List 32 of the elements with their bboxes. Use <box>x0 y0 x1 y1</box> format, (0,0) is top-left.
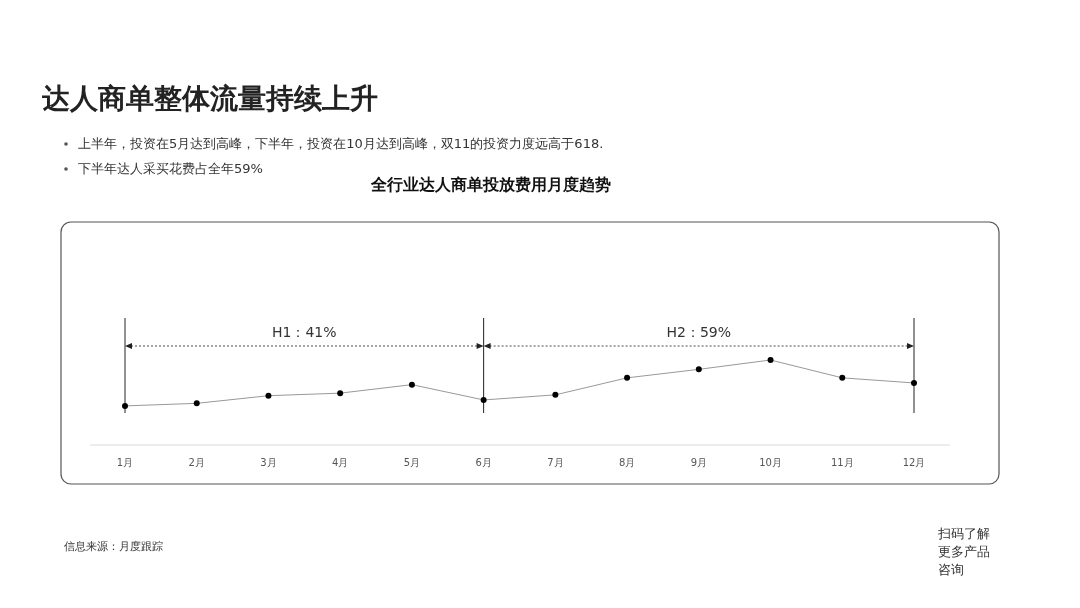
chart-title: 全行业达人商单投放费用月度趋势 <box>370 175 611 194</box>
x-tick-label: 2月 <box>188 457 205 468</box>
x-tick-label: 8月 <box>618 457 636 468</box>
point <box>552 391 559 398</box>
text: 上半年，投资在5月达到高峰，下半年，投资在10月达到高峰，双11的投资力度远高于618. <box>78 136 604 151</box>
text: H2：59% <box>666 324 732 340</box>
point <box>767 357 774 363</box>
x-tick-label: 5月 <box>403 457 421 468</box>
x-tick-label: 11月 <box>830 457 854 468</box>
text: H1：41% <box>272 324 337 340</box>
point <box>337 390 344 397</box>
point <box>193 400 200 407</box>
point <box>911 379 917 386</box>
point <box>408 381 415 388</box>
text: 下半年达人采买花费占全年59% <box>78 161 263 176</box>
text: 达人商单整体流量持续上升 <box>41 82 378 115</box>
point <box>480 396 487 403</box>
x-tick-label: 1月 <box>116 457 134 468</box>
text: 信息来源：月度跟踪 <box>64 540 163 553</box>
point <box>265 392 272 399</box>
point <box>695 366 702 373</box>
text: 扫码了解更多产品咨询 <box>937 526 990 577</box>
x-tick-label: 12月 <box>902 457 926 468</box>
point <box>624 374 631 381</box>
x-tick-label: 7月 <box>547 457 564 468</box>
x-tick-label: 10月 <box>759 457 782 468</box>
x-tick-label: 6月 <box>475 457 492 468</box>
point <box>839 374 846 381</box>
x-tick-label: 3月 <box>260 457 277 468</box>
x-tick-label: 9月 <box>690 457 708 468</box>
point <box>122 402 128 409</box>
x-tick-label: 4月 <box>331 457 349 468</box>
